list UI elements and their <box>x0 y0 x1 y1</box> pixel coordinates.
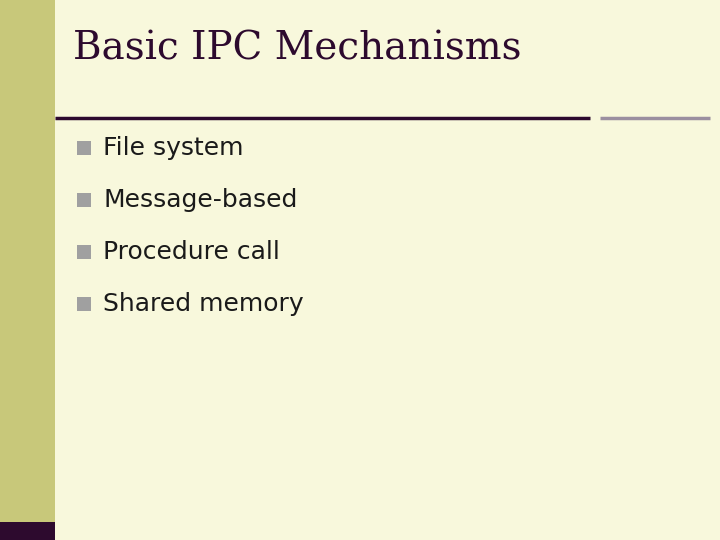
Bar <box>0 522 55 540</box>
Bar <box>77 141 91 155</box>
Text: Shared memory: Shared memory <box>103 292 304 316</box>
Bar <box>77 245 91 259</box>
Text: Message-based: Message-based <box>103 188 297 212</box>
Bar <box>0 0 55 540</box>
Text: Procedure call: Procedure call <box>103 240 280 264</box>
Bar <box>77 193 91 207</box>
Text: Basic IPC Mechanisms: Basic IPC Mechanisms <box>73 30 521 67</box>
Text: File system: File system <box>103 136 243 160</box>
Bar <box>77 297 91 311</box>
